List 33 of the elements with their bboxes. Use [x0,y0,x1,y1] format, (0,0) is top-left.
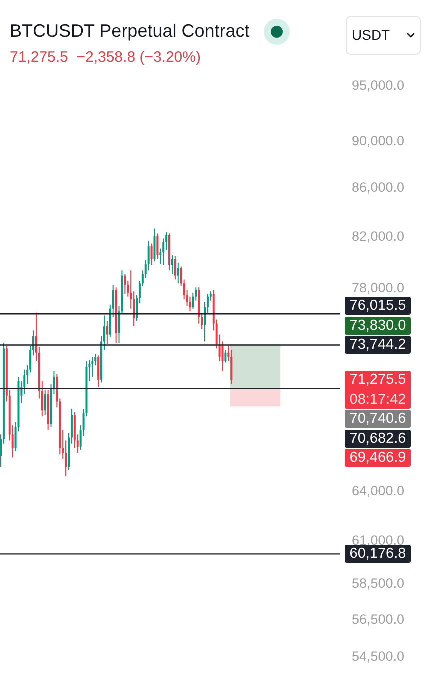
candlestick [171,254,174,276]
candlestick [44,390,46,416]
chart-title: BTCUSDT Perpetual Contract [10,21,250,41]
y-tick-label: 78,000.0 [352,280,405,296]
y-tick-label: 95,000.0 [352,78,405,93]
ref-line-label: 73,744.2 [345,336,411,354]
candlestick [224,350,227,364]
text: 70,740.6 [345,410,411,428]
candlestick [154,228,156,262]
text: 69,466.9 [345,449,411,468]
candlestick [174,256,176,280]
candlestick [156,233,159,260]
candlestick [124,274,126,295]
ref-line-label: 70,682.6 [345,430,411,448]
ref-line-label: 76,015.5 [345,297,411,316]
y-tick-label: 82,000.0 [352,229,405,244]
y-tick-label: 56,500.0 [352,612,405,627]
y-tick-label: 54,500.0 [352,648,405,664]
y-tick-label: 90,000.0 [352,133,405,148]
candlestick [230,350,233,385]
candlestick [177,262,180,284]
ref-line-label: 60,176.8 [345,545,411,564]
y-tick-label: 64,000.0 [352,484,405,499]
text: 08:17:42 [345,390,411,409]
chart-subtitle: 71,275.5 −2,358.8 (−3.20%) [10,49,201,66]
y-tick-label: 86,000.0 [352,180,405,196]
text: 71,275.5 [345,371,411,391]
dropdown: USDT [346,16,421,55]
candlestick [98,355,100,388]
candlestick [150,243,153,266]
y-tick-label: 58,500.0 [352,576,405,592]
candlestick [106,320,108,345]
text: 73,830.0 [345,316,411,335]
